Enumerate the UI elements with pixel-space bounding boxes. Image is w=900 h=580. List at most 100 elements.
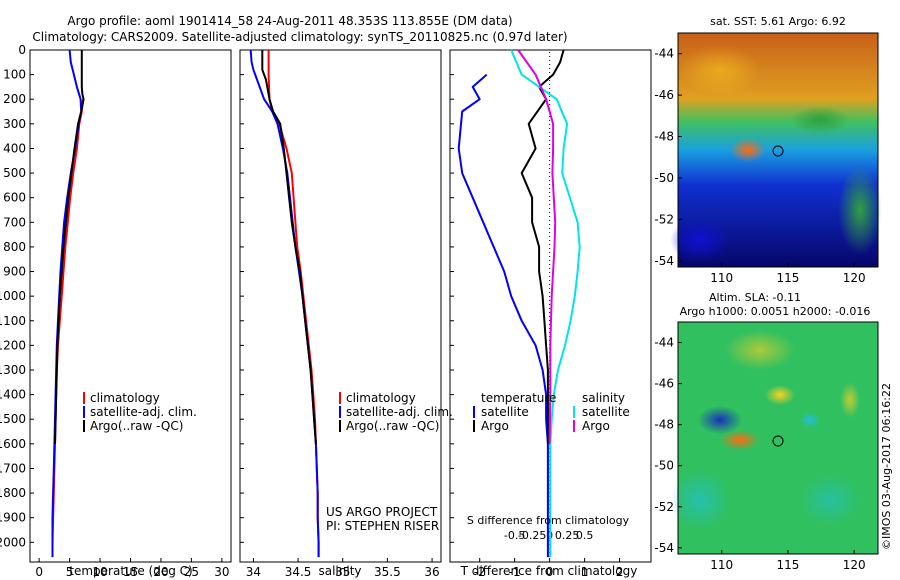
t-difference-axis-label: T difference from climatology [460,564,638,578]
x-tick-label: 0 [546,565,554,579]
series-line-salinity-argo [517,49,557,444]
depth-tick-label: 900 [3,265,26,279]
legend-label-temp-argo: Argo [481,419,509,433]
project-name: US ARGO PROJECT [326,505,438,519]
temperature-panel [29,49,232,563]
sla-map-title-line2: Argo h1000: 0.0051 h2000: -0.016 [680,305,871,318]
s-diff-tick-label: -0.5 [504,529,525,542]
series-line-argo-raw-qc- [261,50,317,444]
imos-timestamp: ©IMOS 03-Aug-2017 06:16:22 [880,383,893,550]
x-tick-label: 15 [123,565,138,579]
legend-label-climatology: climatology [346,391,416,405]
sla-map-title-line1: Altim. SLA: -0.11 [709,291,801,304]
map-y-tick-label: -54 [654,541,674,555]
s-diff-tick-label: 0.5 [576,529,594,542]
x-tick-label: 2 [616,565,624,579]
figure-title-line2: Climatology: CARS2009. Satellite-adjuste… [32,30,567,44]
legend-label-argo: Argo(..raw -QC) [90,419,183,433]
depth-tick-label: 1100 [0,314,26,328]
legend-label-satellite: satellite-adj. clim. [346,405,453,419]
x-tick-label: 10 [92,565,107,579]
argo-position-marker-sla [772,435,784,447]
x-tick-label: 36 [424,565,439,579]
depth-tick-label: 1200 [0,338,26,352]
temperature-axis-label: temperature (deg C) [69,564,192,578]
series-line-satellite-adj-clim- [51,49,83,558]
legend-label-climatology: climatology [90,391,160,405]
s-difference-axis-ticks: -0.5-0.25 0 0.250.5 [504,529,593,542]
depth-tick-label: 600 [3,191,26,205]
legend-head-salinity: salinity [582,391,625,405]
map-y-tick-label: -44 [654,336,674,350]
x-tick-label: 35 [335,565,350,579]
depth-tick-label: 1500 [0,412,26,426]
depth-tick-label: 1900 [0,511,26,525]
depth-tick-label: 1700 [0,461,26,475]
map-y-tick-label: -48 [654,130,674,144]
depth-tick-label: 1400 [0,388,26,402]
map-x-tick-label: 120 [843,271,866,285]
depth-tick-label: 1600 [0,437,26,451]
sla-map [670,321,879,555]
depth-tick-label: 1000 [0,289,26,303]
map-y-tick-label: -48 [654,418,674,432]
x-tick-label: 35.5 [374,565,401,579]
figure-title-line1: Argo profile: aoml 1901414_58 24-Aug-201… [67,14,512,28]
sla-map-ticks: 110 115 120 -44 -46 -48 -50 -52 -54 [654,336,865,572]
temperature-axis-ticks: 0 5 10 15 20 25 30 [35,558,230,579]
sst-map-ticks: 110 115 120 -44 -46 -48 -50 -52 -54 [654,47,865,285]
legend-label-sal-argo: Argo [582,419,610,433]
legend-label-argo: Argo(..raw -QC) [346,419,439,433]
depth-tick-label: 800 [3,240,26,254]
x-tick-label: -1 [509,565,521,579]
depth-tick-label: 1300 [0,363,26,377]
legend-head-temperature: temperature [481,391,556,405]
salinity-legend: climatology satellite-adj. clim. Argo(..… [339,391,453,433]
depth-tick-label: 500 [3,166,26,180]
legend-label-temp-satellite: satellite [481,405,529,419]
depth-tick-label: 400 [3,141,26,155]
series-line-temperature-satellite [457,73,549,558]
temperature-legend: climatology satellite-adj. clim. Argo(..… [83,391,197,433]
x-tick-label: 30 [214,565,229,579]
map-y-tick-label: -52 [654,212,674,226]
map-x-tick-label: 110 [710,558,733,572]
legend-label-sal-satellite: satellite [582,405,630,419]
x-tick-label: -2 [474,565,486,579]
salinity-series [249,49,320,558]
salinity-axis-label: salinity [318,564,361,578]
map-y-tick-label: -50 [654,459,674,473]
x-tick-label: 20 [153,565,168,579]
map-y-tick-label: -46 [654,88,674,102]
map-y-tick-label: -44 [654,47,674,61]
x-tick-label: 34.5 [285,565,312,579]
argo-position-marker [772,145,784,157]
map-y-tick-label: -50 [654,171,674,185]
depth-axis-ticks: 0 100 200 300 400 500 600 700 800 900 1000 1100 1200… [0,43,454,549]
s-diff-tick-label: 0.25 [555,529,580,542]
depth-tick-label: 1800 [0,486,26,500]
depth-tick-label: 200 [3,92,26,106]
salinity-axis-ticks: 34 34.5 35 35.5 36 [246,558,440,579]
sst-map-title: sat. SST: 5.61 Argo: 6.92 [710,15,846,28]
map-y-tick-label: -46 [654,377,674,391]
project-pi: PI: STEPHEN RISER [326,519,439,533]
depth-tick-label: 700 [3,215,26,229]
x-tick-label: 34 [246,565,261,579]
x-tick-label: 1 [581,565,589,579]
s-diff-tick-label: -0.25 [518,529,546,542]
x-tick-label: 25 [184,565,199,579]
map-x-tick-label: 115 [776,271,799,285]
x-tick-label: 5 [66,565,74,579]
temperature-series [51,49,85,558]
depth-tick-label: 300 [3,117,26,131]
depth-tick-label: 2000 [0,535,26,549]
series-line-argo-raw-qc- [54,50,85,444]
map-x-tick-label: 110 [710,271,733,285]
depth-tick-label: 100 [3,68,26,82]
s-difference-axis-label: S difference from climatology [467,514,630,527]
sst-map [670,32,882,268]
depth-tick-label: 0 [18,43,26,57]
map-y-tick-label: -52 [654,500,674,514]
